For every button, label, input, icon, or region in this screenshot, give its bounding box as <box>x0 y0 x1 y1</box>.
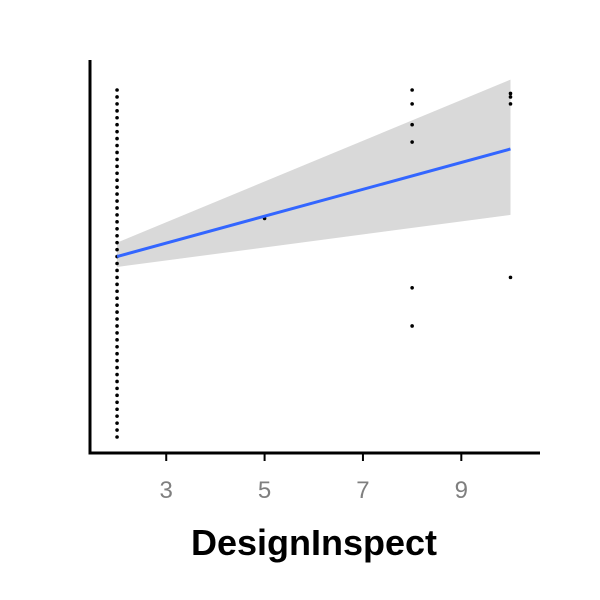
data-point <box>115 372 119 377</box>
data-point <box>115 365 119 370</box>
data-point <box>115 351 119 356</box>
data-point <box>115 213 119 217</box>
data-point <box>115 421 119 425</box>
data-point <box>115 122 119 127</box>
confidence-band <box>117 79 511 267</box>
data-point <box>115 331 119 335</box>
data-point <box>115 185 119 189</box>
fit-line <box>116 147 511 259</box>
data-point <box>115 428 119 432</box>
data-point <box>115 129 119 134</box>
x-tick-label: 7 <box>356 477 369 504</box>
data-point <box>115 150 119 155</box>
data-point <box>115 192 119 196</box>
data-point <box>115 379 119 384</box>
data-point <box>115 275 119 280</box>
data-point <box>115 317 119 321</box>
data-point <box>115 199 119 203</box>
fit-line-layer <box>116 147 511 259</box>
data-point <box>410 88 414 92</box>
data-point <box>115 400 119 405</box>
data-point <box>508 102 513 106</box>
points-layer <box>115 88 513 439</box>
data-point <box>115 178 119 183</box>
data-point <box>508 95 513 99</box>
data-point <box>115 303 119 307</box>
x-tick-label: 3 <box>160 477 173 504</box>
data-point <box>115 157 119 162</box>
data-point <box>115 164 119 169</box>
axes <box>88 60 540 455</box>
data-point <box>115 338 119 342</box>
x-tick-label: 9 <box>455 477 468 504</box>
data-point <box>115 386 119 391</box>
data-point <box>115 102 119 106</box>
data-point <box>115 261 119 266</box>
data-point <box>115 358 119 363</box>
data-point <box>115 143 119 148</box>
data-point <box>115 136 119 141</box>
data-point <box>115 344 119 349</box>
data-point <box>115 407 119 412</box>
data-point <box>115 268 119 273</box>
data-point <box>410 324 414 328</box>
x-tick-label: 5 <box>258 477 271 504</box>
data-point <box>508 275 513 280</box>
data-point <box>508 91 513 96</box>
data-point <box>115 109 119 113</box>
data-point <box>115 227 119 231</box>
data-point <box>115 95 119 99</box>
data-point <box>115 247 119 252</box>
data-point <box>115 310 119 314</box>
data-point <box>115 233 119 238</box>
x-axis-title: DesignInspect <box>191 522 437 563</box>
data-point <box>410 140 414 144</box>
data-point <box>115 171 119 176</box>
x-ticks: 3 5 7 9 <box>160 453 468 504</box>
data-point <box>115 435 119 439</box>
data-point <box>115 296 119 301</box>
data-point <box>410 102 414 106</box>
data-point <box>115 220 119 224</box>
data-point <box>115 206 119 210</box>
data-point <box>115 282 119 287</box>
data-point <box>115 414 119 418</box>
data-point <box>410 122 414 127</box>
data-point <box>115 289 119 294</box>
data-point <box>115 324 119 328</box>
data-point <box>410 285 414 290</box>
data-point <box>115 240 119 245</box>
data-point <box>115 88 119 92</box>
data-point <box>115 393 119 398</box>
data-point <box>115 115 119 120</box>
confidence-band-layer <box>117 79 511 267</box>
